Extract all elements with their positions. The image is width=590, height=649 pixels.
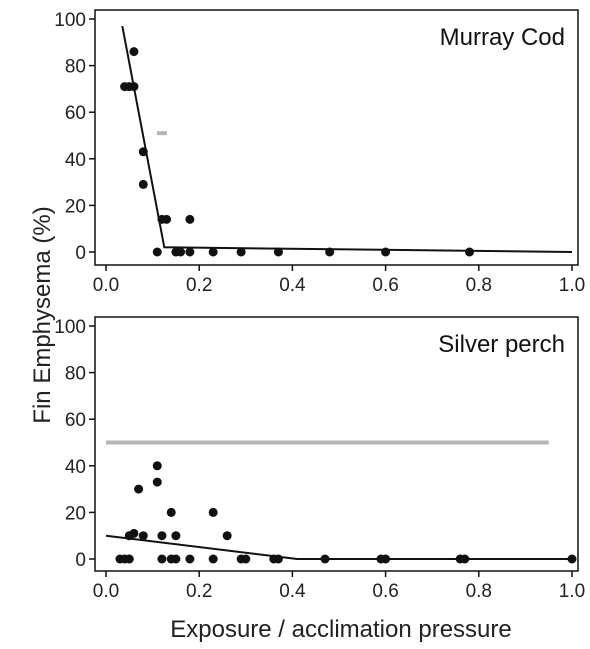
panel-title: Silver perch <box>438 331 565 358</box>
x-tick-label: 1.0 <box>559 581 585 602</box>
data-point <box>157 531 167 541</box>
x-tick-label: 0.2 <box>186 275 212 296</box>
data-point <box>460 554 470 564</box>
fit-line <box>121 25 573 253</box>
x-tick-label: 0.0 <box>93 275 119 296</box>
y-tick-label: 0 <box>75 550 86 571</box>
data-point <box>381 247 391 257</box>
data-point <box>166 507 176 517</box>
data-point <box>152 461 162 471</box>
data-point <box>129 47 139 57</box>
data-point <box>138 531 148 541</box>
data-point <box>320 554 330 564</box>
data-point <box>273 247 283 257</box>
y-tick-label: 80 <box>65 364 86 385</box>
x-tick-label: 0.0 <box>93 581 119 602</box>
x-tick-label: 0.6 <box>372 581 398 602</box>
data-point <box>124 554 134 564</box>
data-point <box>273 554 283 564</box>
data-point <box>152 247 162 257</box>
data-point <box>236 247 246 257</box>
x-tick-label: 0.6 <box>372 275 398 296</box>
data-point <box>567 554 577 564</box>
data-point <box>241 554 251 564</box>
panel-murray-cod: Murray Cod 0 20 40 60 80 100 0.0 0.2 0.4 0.6 0.8 1.… <box>54 9 585 296</box>
data-point <box>185 247 195 257</box>
data-point <box>171 554 181 564</box>
data-point <box>464 247 474 257</box>
data-point <box>208 554 218 564</box>
x-axis-title: Exposure / acclimation pressure <box>170 616 511 643</box>
data-point <box>208 247 218 257</box>
data-point <box>176 247 186 257</box>
data-point <box>129 528 139 538</box>
y-tick-label: 100 <box>54 10 86 31</box>
data-point <box>185 554 195 564</box>
x-tick-label: 0.4 <box>279 581 306 602</box>
data-point <box>222 531 232 541</box>
data-point <box>208 507 218 517</box>
y-axis-title: Fin Emphysema (%) <box>29 206 56 423</box>
x-tick-label: 0.2 <box>186 581 212 602</box>
data-point <box>171 531 181 541</box>
x-tick-label: 1.0 <box>559 275 585 296</box>
y-tick-label: 80 <box>65 57 86 78</box>
y-tick-label: 20 <box>65 196 86 217</box>
plot-frame <box>94 316 579 572</box>
data-point <box>381 554 391 564</box>
y-tick-label: 100 <box>54 317 86 338</box>
data-point <box>157 554 167 564</box>
data-point <box>162 214 172 224</box>
plot-frame <box>94 9 579 266</box>
x-tick-label: 0.4 <box>279 275 306 296</box>
y-tick-label: 60 <box>65 410 86 431</box>
x-tick-label: 0.8 <box>466 581 492 602</box>
fit-line <box>105 534 572 560</box>
panel-title: Murray Cod <box>440 24 565 51</box>
y-tick-label: 20 <box>65 503 86 524</box>
data-point <box>152 477 162 487</box>
data-point <box>138 147 148 157</box>
panel-silver-perch: Silver perch 0 20 40 60 80 100 0.0 0.2 0.4 0.6 0.8… <box>54 316 585 602</box>
y-tick-label: 0 <box>75 243 86 264</box>
data-point <box>134 484 144 494</box>
y-tick-label: 40 <box>65 150 86 171</box>
data-point <box>185 214 195 224</box>
x-tick-label: 0.8 <box>466 275 492 296</box>
y-tick-label: 60 <box>65 103 86 124</box>
data-point <box>325 247 335 257</box>
data-point <box>138 179 148 189</box>
y-tick-label: 40 <box>65 457 86 478</box>
data-point <box>129 82 139 92</box>
